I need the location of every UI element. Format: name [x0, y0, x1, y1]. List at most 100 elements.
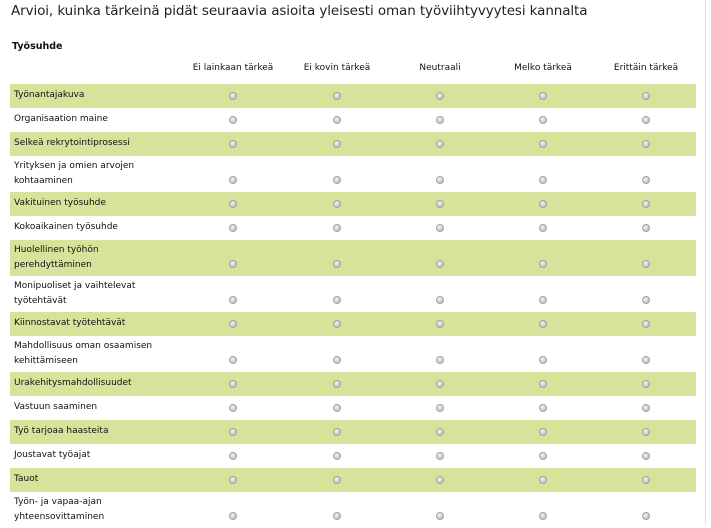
rating-radio-5[interactable]	[642, 404, 650, 412]
rating-radio-3[interactable]	[436, 176, 444, 184]
rating-radio-4[interactable]	[539, 452, 547, 460]
rating-radio-5[interactable]	[642, 476, 650, 484]
rating-radio-1[interactable]	[229, 476, 237, 484]
rating-radio-2[interactable]	[333, 404, 341, 412]
page-border	[705, 0, 706, 525]
rating-radio-2[interactable]	[333, 176, 341, 184]
rating-radio-4[interactable]	[539, 320, 547, 328]
column-header-erittain-tarkea: Erittäin tärkeä	[613, 63, 679, 73]
row-label-line: perehdyttäminen	[14, 260, 92, 270]
rating-radio-3[interactable]	[436, 92, 444, 100]
rating-radio-5[interactable]	[642, 116, 650, 124]
rating-radio-3[interactable]	[436, 380, 444, 388]
row-label: Mahdollisuus oman osaamisen kehittämiseen	[14, 339, 152, 369]
rating-radio-5[interactable]	[642, 200, 650, 208]
rating-radio-4[interactable]	[539, 476, 547, 484]
rating-radio-5[interactable]	[642, 356, 650, 364]
rating-radio-4[interactable]	[539, 296, 547, 304]
rating-radio-4[interactable]	[539, 428, 547, 436]
rating-radio-2[interactable]	[333, 260, 341, 268]
rating-radio-1[interactable]	[229, 200, 237, 208]
rating-radio-4[interactable]	[539, 260, 547, 268]
rating-radio-2[interactable]	[333, 428, 341, 436]
rating-radio-3[interactable]	[436, 320, 444, 328]
rating-radio-2[interactable]	[333, 92, 341, 100]
rating-radio-2[interactable]	[333, 296, 341, 304]
row-label: Monipuoliset ja vaihtelevat työtehtävät	[14, 279, 135, 309]
table-row: Työnantajakuva	[10, 84, 696, 108]
rating-radio-4[interactable]	[539, 404, 547, 412]
rating-radio-3[interactable]	[436, 116, 444, 124]
rating-radio-4[interactable]	[539, 140, 547, 148]
rating-radio-5[interactable]	[642, 452, 650, 460]
rating-radio-1[interactable]	[229, 224, 237, 232]
rating-radio-1[interactable]	[229, 320, 237, 328]
rating-radio-3[interactable]	[436, 356, 444, 364]
rating-radio-1[interactable]	[229, 116, 237, 124]
rating-radio-1[interactable]	[229, 260, 237, 268]
rating-radio-2[interactable]	[333, 356, 341, 364]
rating-radio-5[interactable]	[642, 428, 650, 436]
rating-radio-4[interactable]	[539, 116, 547, 124]
rating-radio-5[interactable]	[642, 176, 650, 184]
rating-radio-5[interactable]	[642, 260, 650, 268]
rating-radio-4[interactable]	[539, 92, 547, 100]
table-row: Kokoaikainen työsuhde	[10, 216, 696, 240]
rating-radio-4[interactable]	[539, 224, 547, 232]
row-label: Vastuun saaminen	[14, 400, 97, 415]
rating-radio-4[interactable]	[539, 380, 547, 388]
rating-radio-1[interactable]	[229, 380, 237, 388]
rating-radio-3[interactable]	[436, 404, 444, 412]
rating-radio-1[interactable]	[229, 176, 237, 184]
rating-grid: Työnantajakuva Organisaation maine Selkeä …	[10, 84, 696, 528]
rating-radio-2[interactable]	[333, 200, 341, 208]
rating-radio-3[interactable]	[436, 452, 444, 460]
table-row: Vakituinen työsuhde	[10, 192, 696, 216]
rating-radio-5[interactable]	[642, 296, 650, 304]
rating-radio-3[interactable]	[436, 200, 444, 208]
rating-radio-1[interactable]	[229, 512, 237, 520]
rating-radio-1[interactable]	[229, 404, 237, 412]
rating-radio-2[interactable]	[333, 452, 341, 460]
row-label: Joustavat työajat	[14, 448, 90, 463]
rating-radio-1[interactable]	[229, 428, 237, 436]
rating-radio-5[interactable]	[642, 512, 650, 520]
table-row: Organisaation maine	[10, 108, 696, 132]
row-label-line: Huolellinen työhön	[14, 245, 99, 255]
rating-radio-2[interactable]	[333, 380, 341, 388]
rating-radio-4[interactable]	[539, 176, 547, 184]
rating-radio-2[interactable]	[333, 116, 341, 124]
rating-radio-1[interactable]	[229, 452, 237, 460]
rating-radio-3[interactable]	[436, 428, 444, 436]
table-row: Työn- ja vapaa-ajan yhteensovittaminen	[10, 492, 696, 528]
rating-radio-4[interactable]	[539, 512, 547, 520]
rating-radio-5[interactable]	[642, 92, 650, 100]
rating-radio-3[interactable]	[436, 260, 444, 268]
row-label-line: Monipuoliset ja vaihtelevat	[14, 281, 136, 291]
rating-radio-3[interactable]	[436, 476, 444, 484]
rating-radio-3[interactable]	[436, 512, 444, 520]
rating-radio-2[interactable]	[333, 320, 341, 328]
column-headers: Ei lainkaan tärkeä Ei kovin tärkeä Neutr…	[0, 63, 711, 77]
rating-radio-3[interactable]	[436, 224, 444, 232]
row-label: Yrityksen ja omien arvojen kohtaaminen	[14, 159, 134, 189]
rating-radio-3[interactable]	[436, 296, 444, 304]
rating-radio-4[interactable]	[539, 356, 547, 364]
rating-radio-1[interactable]	[229, 92, 237, 100]
rating-radio-5[interactable]	[642, 140, 650, 148]
rating-radio-4[interactable]	[539, 200, 547, 208]
rating-radio-5[interactable]	[642, 224, 650, 232]
rating-radio-2[interactable]	[333, 476, 341, 484]
row-label-line: kohtaaminen	[14, 176, 73, 186]
table-row: Vastuun saaminen	[10, 396, 696, 420]
rating-radio-2[interactable]	[333, 140, 341, 148]
rating-radio-3[interactable]	[436, 140, 444, 148]
rating-radio-1[interactable]	[229, 356, 237, 364]
rating-radio-5[interactable]	[642, 320, 650, 328]
rating-radio-2[interactable]	[333, 224, 341, 232]
rating-radio-5[interactable]	[642, 380, 650, 388]
rating-radio-1[interactable]	[229, 296, 237, 304]
rating-radio-1[interactable]	[229, 140, 237, 148]
row-label: Selkeä rekrytointiprosessi	[14, 136, 130, 151]
rating-radio-2[interactable]	[333, 512, 341, 520]
